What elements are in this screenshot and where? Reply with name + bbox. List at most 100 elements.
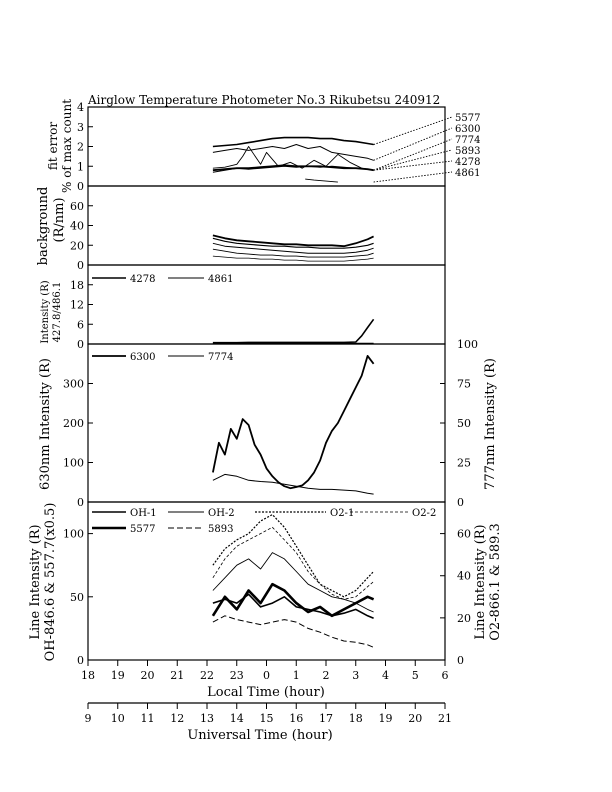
y-axis-labels: fit error % of max count background (R/n… [28, 99, 503, 662]
line-label-4278: 4278 [455, 157, 480, 168]
x-tick-label-local-23: 23 [230, 669, 244, 682]
x-tick-label-local-5: 5 [412, 669, 419, 682]
leader-7774 [373, 138, 453, 171]
series-background-line-4 [212, 248, 374, 258]
y-tick-label-fit-error-1: 1 [77, 160, 84, 173]
legend-label-o22: O2-2 [412, 508, 436, 519]
ylabel-background: background [36, 187, 51, 266]
legend-label-oh1: OH-1 [130, 508, 157, 519]
ylabel-intensity-blue: Intensity (R) [40, 280, 51, 343]
y-tick-label-background-60: 60 [70, 200, 84, 213]
y-tick-label-red-lines-200: 200 [63, 417, 84, 430]
y-right-tick-label-line-intensity-0: 0 [457, 654, 464, 667]
y-right-tick-label-red-lines-75: 75 [457, 378, 471, 391]
y-tick-label-red-lines-300: 300 [63, 378, 84, 391]
y-tick-label-fit-error-2: 2 [77, 141, 84, 154]
legend-label-5893: 5893 [208, 524, 233, 535]
x-tick-label-ut-21: 21 [438, 712, 452, 725]
ylabel-777nm: 777nm Intensity (R) [483, 358, 498, 490]
series-red-lines-6300 [212, 354, 375, 490]
ylabel-intensity-blue-sub: 427.8/486.1 [52, 282, 63, 343]
ylabel-fit-error-sub: % of max count [60, 99, 74, 193]
panel-background-frame [87, 185, 446, 266]
series-red-lines-7774 [212, 473, 374, 495]
series-line-intensity-5893 [212, 615, 374, 648]
series-intensity-blue-4278 [212, 318, 375, 344]
x-tick-label-local-21: 21 [170, 669, 184, 682]
x-tick-label-local-4: 4 [382, 669, 389, 682]
y-tick-label-intensity-blue-12: 12 [70, 299, 84, 312]
series-background-line-1 [212, 234, 374, 248]
legend-label-6300: 6300 [130, 352, 155, 363]
x-tick-label-ut-14: 14 [230, 712, 244, 725]
x-tick-label-local-20: 20 [141, 669, 155, 682]
chart-title: Airglow Temperature Photometer No.3 Riku… [87, 93, 440, 107]
x-tick-label-ut-19: 19 [379, 712, 393, 725]
x-tick-label-local-3: 3 [352, 669, 359, 682]
line-label-5577: 5577 [455, 113, 480, 124]
ylabel-fit-error: fit error [46, 122, 60, 170]
line-label-4861: 4861 [455, 168, 480, 179]
series-background-line-3 [212, 242, 374, 254]
y-tick-label-fit-error-3: 3 [77, 121, 84, 134]
panel-fit-error-frame [87, 106, 446, 187]
x-tick-label-local-1: 1 [293, 669, 300, 682]
leader-5893 [373, 149, 453, 171]
y-tick-label-intensity-blue-18: 18 [70, 279, 84, 292]
y-right-tick-label-line-intensity-60: 60 [457, 528, 471, 541]
y-tick-label-line-intensity-50: 50 [70, 591, 84, 604]
ylabel-line-intensity-sub: OH-846.6 & 557.7(x0.5) [43, 503, 58, 662]
y-tick-label-intensity-blue-6: 6 [77, 318, 84, 331]
legend-label-7774: 7774 [208, 352, 233, 363]
y-tick-label-red-lines-100: 100 [63, 457, 84, 470]
ylabel-line-intensity-right: Line Intensity (R) [473, 524, 488, 639]
x-tick-label-local-2: 2 [323, 669, 330, 682]
ylabel-background-sub: (R/nm) [52, 197, 67, 242]
y-right-tick-label-line-intensity-20: 20 [457, 612, 471, 625]
series-line-intensity-O2-1 [212, 513, 375, 598]
x-tick-label-ut-13: 13 [200, 712, 214, 725]
x-tick-label-local-0: 0 [263, 669, 270, 682]
chart-marks: 18 19 20 21 22 23 0 1 2 3 4 5 69 10 11 12 13 14 15 16 17 18 19… [63, 101, 480, 725]
series-background-line-2 [212, 237, 374, 249]
panel-frames [87, 106, 446, 661]
x-tick-label-ut-10: 10 [111, 712, 125, 725]
leader-4861 [373, 171, 453, 183]
xlabel-universal-time: Universal Time (hour) [187, 728, 332, 743]
series-fit-error-4861 [305, 178, 338, 183]
legends: 4278 4861 6300 7774 OH-1 OH-2 O2-1 O2-2 … [130, 274, 436, 535]
y-right-tick-label-red-lines-100: 100 [457, 338, 478, 351]
panel-red-lines-frame [87, 343, 446, 503]
leader-4278 [373, 160, 453, 171]
x-tick-label-local-19: 19 [111, 669, 125, 682]
legend-label-oh2: OH-2 [208, 508, 235, 519]
line-label-7774: 7774 [455, 135, 480, 146]
x-tick-label-ut-15: 15 [260, 712, 274, 725]
legend-label-o21: O2-1 [330, 508, 354, 519]
series-line-intensity-OH-1 [212, 593, 374, 620]
series-fit-error-6300 [212, 144, 374, 161]
x-tick-label-ut-20: 20 [408, 712, 422, 725]
x-tick-label-ut-16: 16 [289, 712, 303, 725]
y-tick-label-red-lines-0: 0 [77, 496, 84, 509]
y-tick-label-background-20: 20 [70, 239, 84, 252]
ylabel-line-intensity-right-sub: O2-866.1 & 589.3 [488, 523, 503, 641]
x-tick-label-ut-12: 12 [170, 712, 184, 725]
legend-label-4278: 4278 [130, 274, 155, 285]
series-fit-error-7774 [212, 146, 374, 171]
leader-6300 [373, 127, 453, 161]
y-tick-label-line-intensity-100: 100 [63, 528, 84, 541]
x-tick-label-local-18: 18 [81, 669, 95, 682]
legend-label-5577: 5577 [130, 524, 155, 535]
line-label-6300: 6300 [455, 124, 480, 135]
series-fit-error-4278 [212, 165, 374, 173]
x-tick-label-ut-17: 17 [319, 712, 333, 725]
y-tick-label-fit-error-0: 0 [77, 180, 84, 193]
ylabel-630nm: 630nm Intensity (R) [38, 358, 53, 490]
series-line-intensity-OH-2 [212, 552, 374, 613]
x-tick-label-ut-9: 9 [85, 712, 92, 725]
series-fit-error-5577 [212, 136, 374, 148]
x-tick-label-ut-18: 18 [349, 712, 363, 725]
y-tick-label-background-40: 40 [70, 220, 84, 233]
